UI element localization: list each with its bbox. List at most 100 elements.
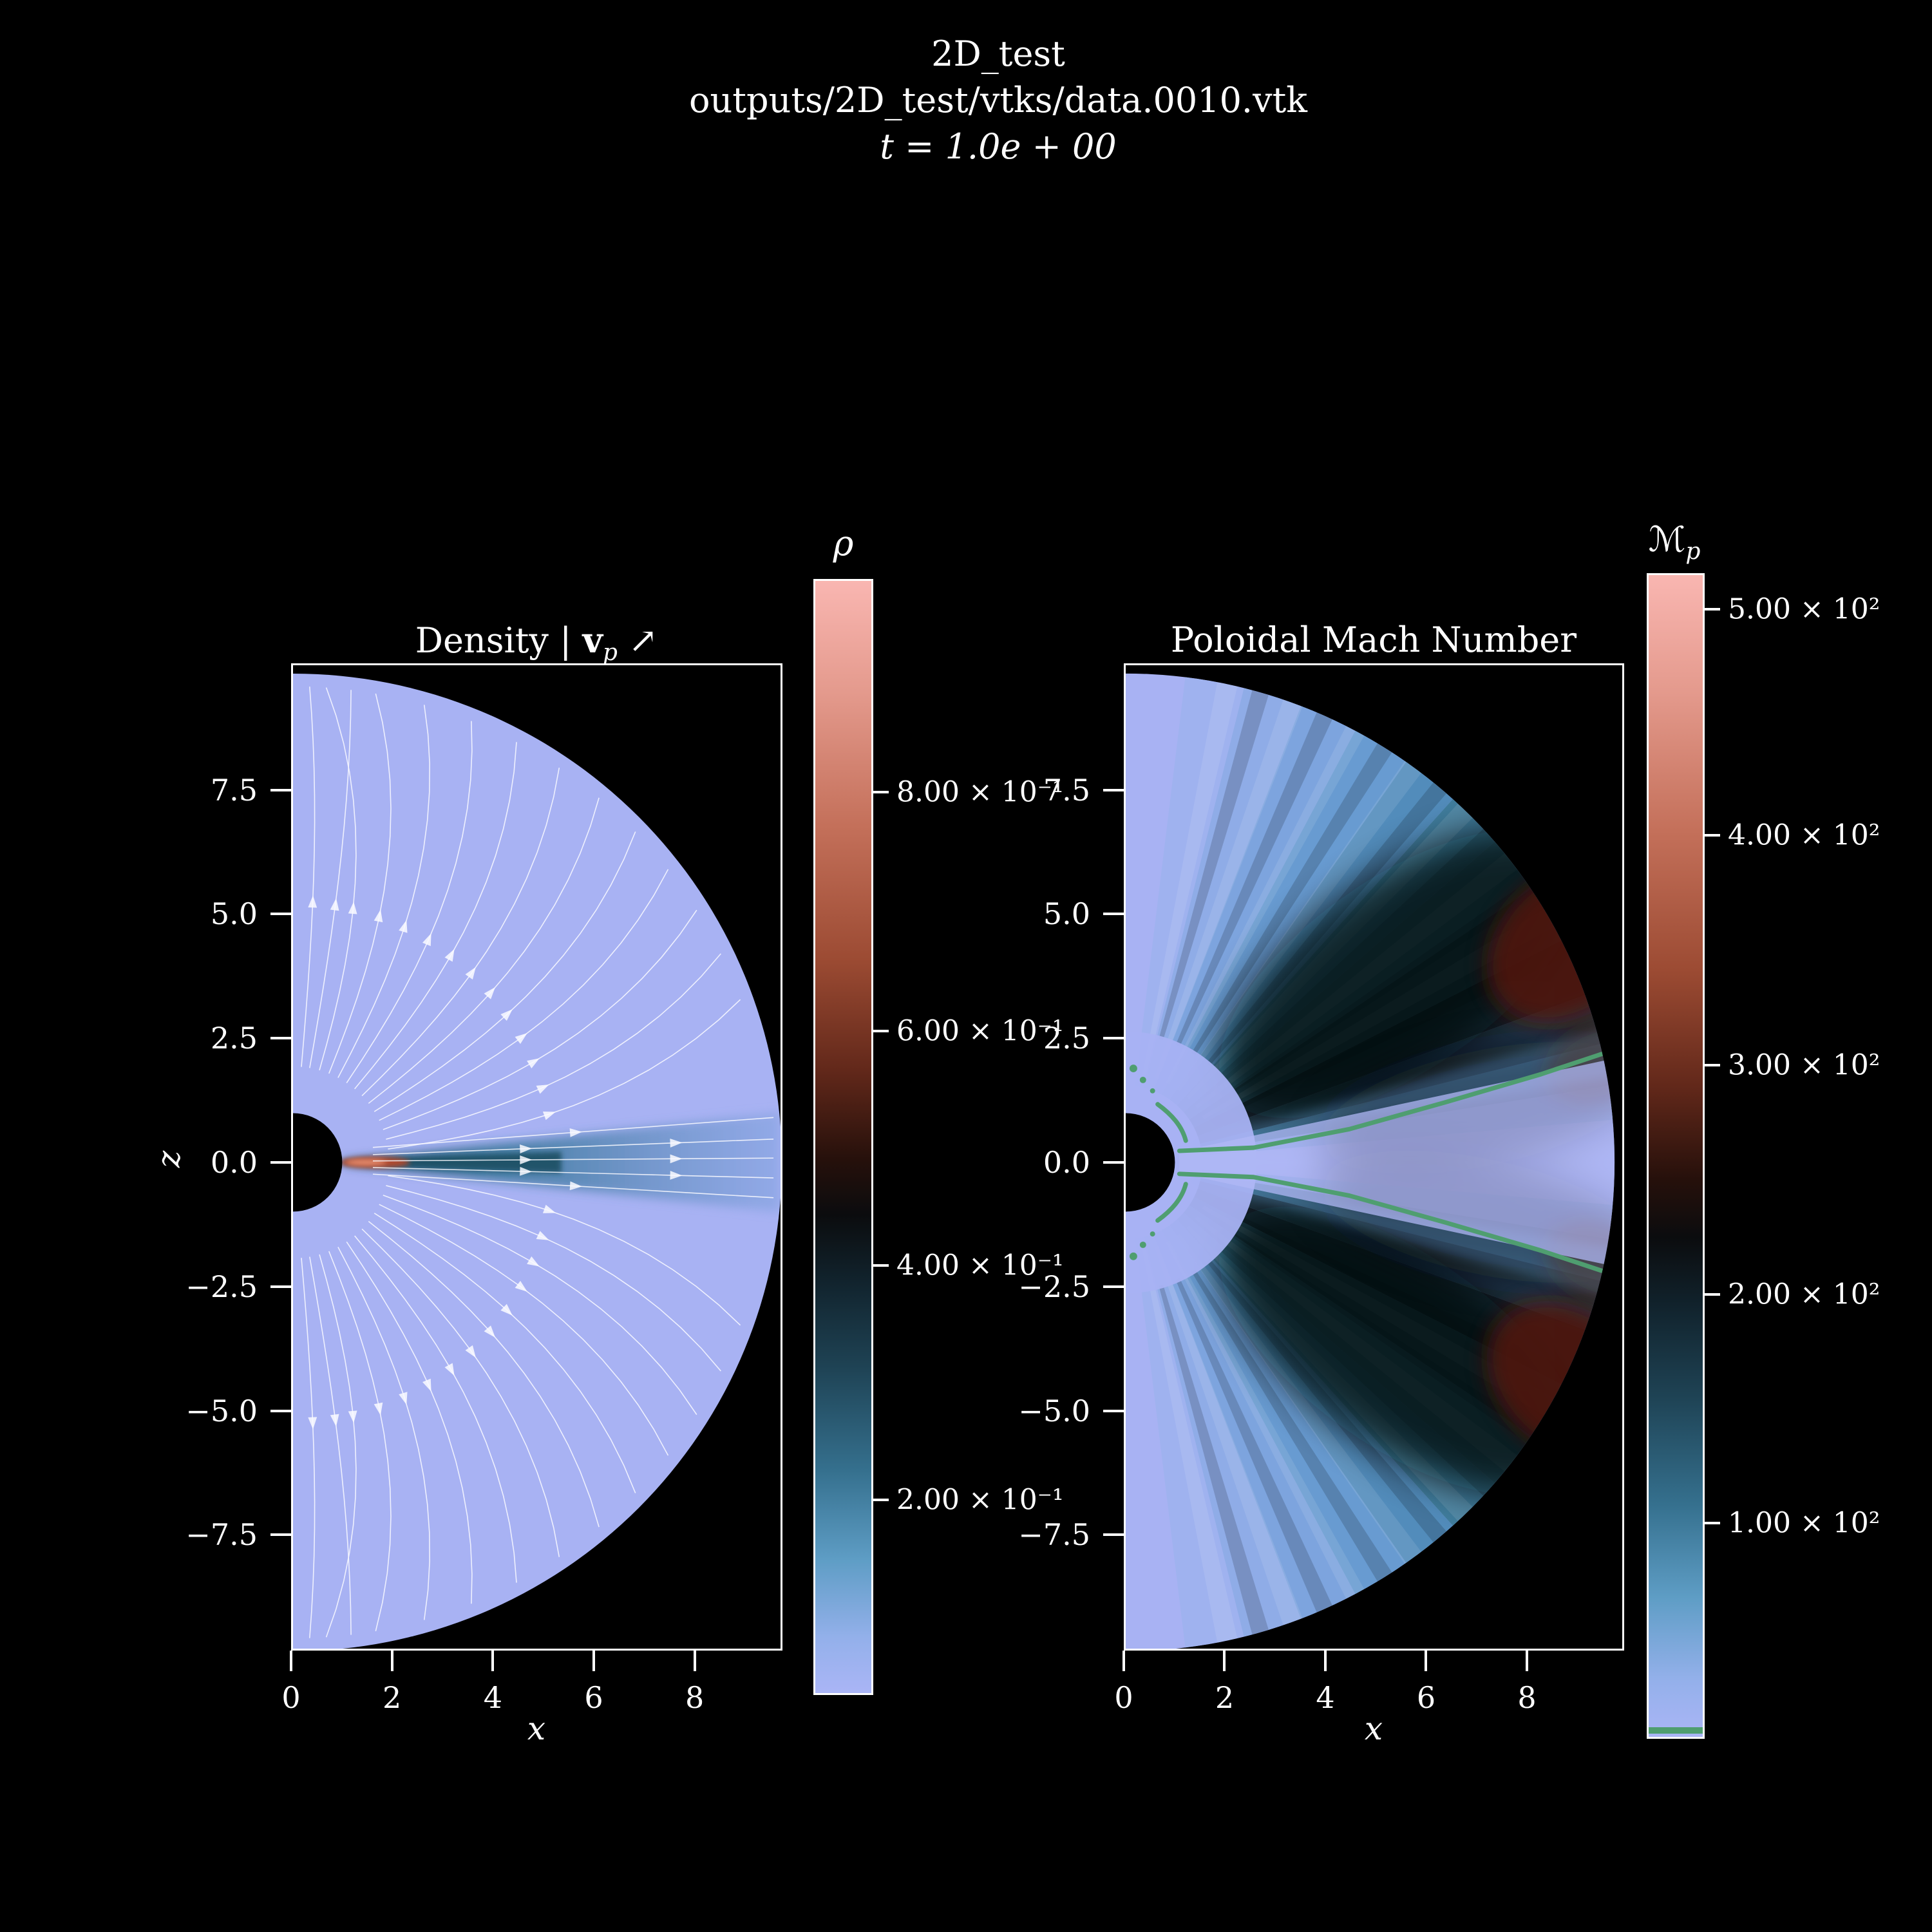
mach-latitude-band (1135, 676, 1244, 1088)
streamline (379, 1204, 669, 1456)
disk-wedge-core (342, 1151, 562, 1173)
density-colorbar (813, 579, 873, 1695)
x-tick (1122, 1651, 1125, 1671)
streamline-arrow (670, 1154, 683, 1164)
x-tick-label: 4 (483, 1680, 502, 1715)
colorbar-tick-label: 8.00 × 10⁻¹ (896, 775, 1064, 809)
colorbar-tick (873, 1029, 889, 1032)
streamline (309, 1256, 352, 1635)
colorbar-tick-label: 1.00 × 10² (1728, 1506, 1880, 1540)
colorbar-tick (873, 1498, 889, 1501)
streamline-arrow (670, 1139, 683, 1148)
velocity-symbol: v (582, 620, 603, 661)
streamline-arrow (542, 1204, 556, 1213)
sonic-contour-lower (1177, 1171, 1613, 1276)
right-plot-title-text: Poloidal Mach Number (1170, 620, 1577, 660)
mach-plot-svg (1126, 673, 1615, 1652)
y-tick (1103, 1409, 1124, 1412)
grid-spoke-light (1154, 699, 1303, 1079)
streamline-arrow (515, 1280, 527, 1292)
mach-latitude-band (1144, 687, 1302, 1091)
x-tick-label: 8 (1517, 1680, 1537, 1715)
streamline (328, 693, 392, 1074)
colorbar-tick-label: 5.00 × 10² (1728, 592, 1880, 626)
grid-spoke-light (1142, 681, 1238, 1075)
streamline-arrow (399, 920, 408, 933)
streamline (346, 721, 473, 1083)
red-density-streak-core (345, 1159, 386, 1166)
streamline-arrow (500, 1009, 513, 1021)
streamline-arrow (444, 949, 455, 962)
mach-latitude-band (1153, 1230, 1356, 1620)
streamline-arrow (520, 1155, 533, 1165)
streamline-equatorial (372, 1138, 774, 1155)
streamline-arrow (536, 1231, 549, 1240)
sonic-level-marker (1649, 1727, 1703, 1734)
streamline-arrow (484, 987, 496, 999)
streamline (309, 690, 352, 1068)
colorbar-tick (1705, 834, 1720, 837)
arrow-up-right-icon: ↗ (617, 620, 658, 661)
x-tick-label: 0 (1114, 1680, 1133, 1715)
x-axis-label-left: x (527, 1710, 546, 1747)
grid-spoke-light (1166, 725, 1365, 1084)
streamline-arrow (444, 1363, 455, 1376)
streamline-arrow (527, 1058, 540, 1068)
x-tick (1425, 1651, 1428, 1671)
colorbar-tick (1705, 1063, 1720, 1066)
right-plot-title: Poloidal Mach Number (1171, 620, 1577, 660)
streamline-arrow (520, 1144, 533, 1153)
mach-colorbar (1647, 573, 1705, 1739)
y-tick-label: −7.5 (185, 1517, 258, 1553)
sonic-contour-dot (1129, 1252, 1137, 1260)
streamline-arrow (542, 1112, 556, 1121)
y-tick (1103, 1533, 1124, 1537)
streamline-arrow (569, 1181, 582, 1191)
streamline (386, 1185, 721, 1372)
figure-title-line-3: t = 1.0e + 00 (880, 126, 1117, 167)
x-tick-label: 4 (1316, 1680, 1335, 1715)
figure-title: 2D_test outputs/2D_test/vtks/data.0010.v… (689, 31, 1307, 170)
y-tick-label: −5.0 (1018, 1393, 1090, 1428)
streamline-equatorial (372, 1167, 774, 1179)
left-plot-title: Density | vp ↗ (415, 620, 658, 666)
streamline-arrow (374, 909, 383, 923)
streamline-arrow (399, 1392, 408, 1405)
mach-latitude-band (1153, 705, 1356, 1095)
colorbar-tick-label: 4.00 × 10² (1728, 819, 1880, 852)
x-tick-label: 2 (1215, 1680, 1235, 1715)
streamline-arrow (465, 1345, 476, 1358)
sonic-contour-dot (1150, 1088, 1155, 1094)
colorbar-tick (873, 791, 889, 793)
sonic-contour-bh-arc-lower (1155, 1182, 1188, 1223)
streamline (368, 797, 600, 1104)
colorbar-tick (1705, 1522, 1720, 1525)
streamline-arrow (465, 967, 476, 980)
streamline-arrow (484, 1325, 496, 1338)
y-tick-label: 2.5 (1043, 1021, 1090, 1056)
y-tick (270, 1409, 291, 1412)
x-tick (1525, 1651, 1528, 1671)
y-tick (1103, 788, 1124, 791)
script-M-symbol: ℳ (1648, 519, 1686, 560)
mach-latitude-band (1135, 1236, 1244, 1649)
sonic-contours (1155, 1048, 1613, 1276)
black-hole-region (293, 1113, 343, 1212)
x-tick (592, 1651, 596, 1671)
colorbar-tick-label: 3.00 × 10² (1728, 1048, 1880, 1082)
streamline-arrow (515, 1033, 527, 1045)
mach-fan (1126, 676, 1615, 1649)
y-tick (270, 1285, 291, 1288)
y-tick (1103, 1285, 1124, 1288)
grid-spoke-light (1154, 1245, 1303, 1626)
disk-wedge (342, 1112, 781, 1213)
colorbar-tick-label: 6.00 × 10⁻¹ (896, 1014, 1064, 1048)
mach-heatmap-panel (1124, 663, 1624, 1652)
streamline (354, 742, 517, 1090)
streamline (319, 1254, 357, 1638)
streamline-arrow (374, 1402, 383, 1416)
streamline (361, 1228, 560, 1557)
colorbar-tick-label: 2.00 × 10² (1728, 1278, 1880, 1311)
streamline (328, 1251, 392, 1632)
density-features (301, 687, 781, 1638)
